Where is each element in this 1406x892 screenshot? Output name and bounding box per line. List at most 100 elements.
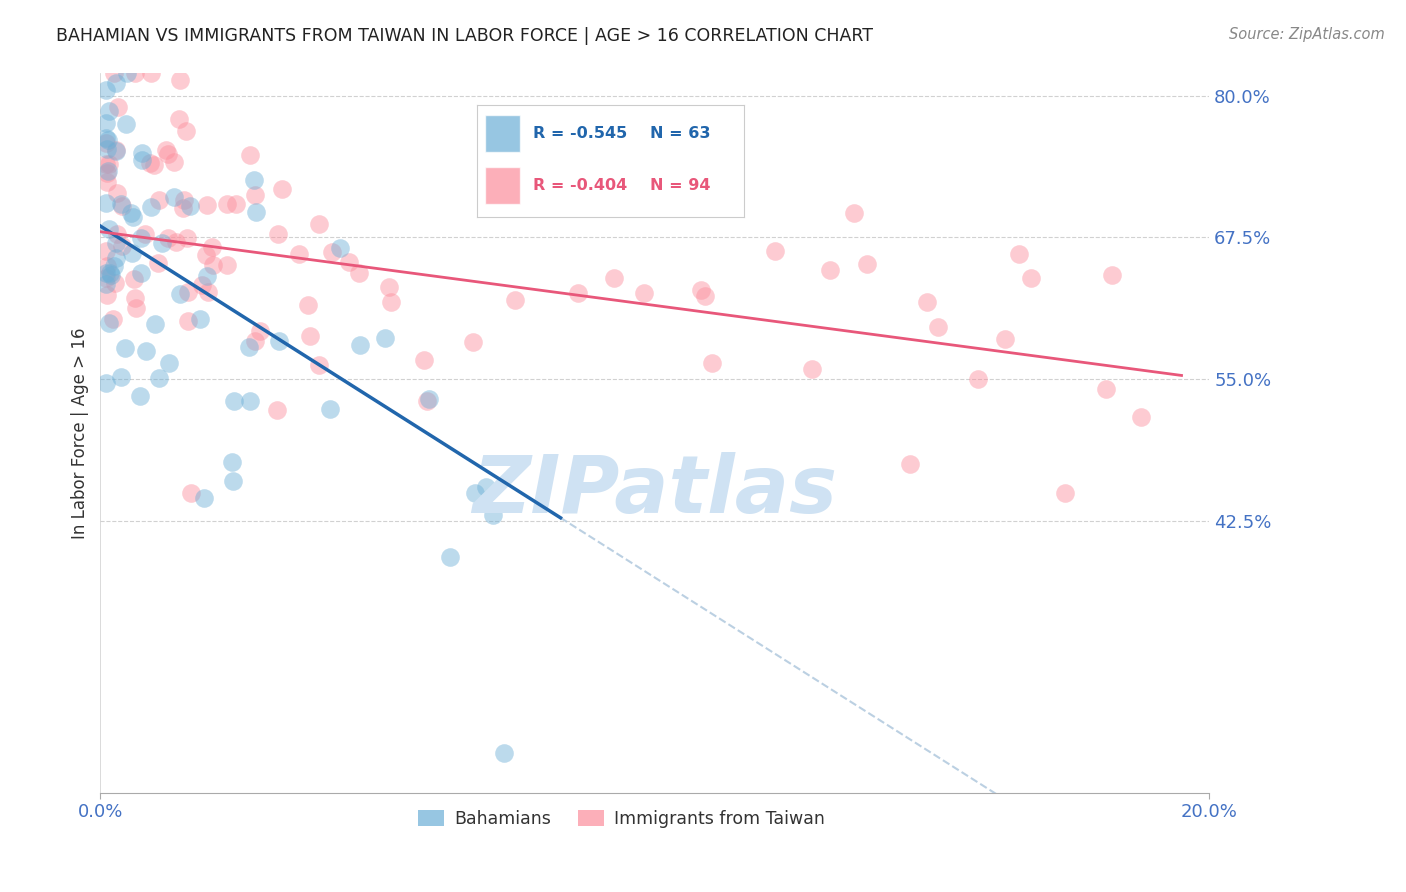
Point [603, 270, 626, 285]
Point [173, 193, 195, 207]
Point [101, 312, 124, 326]
Point [104, 277, 127, 291]
Point [120, 206, 142, 220]
Point [122, 210, 145, 224]
Point [239, 394, 262, 409]
Point [121, 245, 143, 260]
Point [179, 198, 201, 212]
Point [298, 329, 321, 343]
Point [225, 197, 247, 211]
Point [124, 291, 146, 305]
Point [169, 287, 191, 301]
Point [105, 144, 128, 158]
Point [104, 76, 127, 90]
Point [157, 231, 180, 245]
Point [994, 332, 1017, 346]
Point [190, 278, 212, 293]
Point [689, 283, 711, 297]
Point [139, 156, 162, 170]
Point [243, 173, 266, 187]
Point [439, 549, 461, 564]
Point [221, 455, 243, 469]
Point [98, 266, 121, 280]
Point [105, 186, 128, 200]
Point [195, 198, 218, 212]
Point [461, 334, 484, 349]
Text: Source: ZipAtlas.com: Source: ZipAtlas.com [1229, 27, 1385, 42]
Point [110, 197, 132, 211]
Point [180, 485, 202, 500]
Point [238, 339, 260, 353]
Point [115, 117, 138, 131]
Point [267, 334, 290, 348]
Point [174, 124, 197, 138]
Point [412, 353, 434, 368]
Point [104, 144, 127, 158]
Point [243, 188, 266, 202]
Point [267, 227, 290, 241]
Point [288, 247, 311, 261]
Point [1130, 409, 1153, 424]
Point [105, 251, 128, 265]
Point [124, 301, 146, 316]
Point [94, 271, 117, 285]
Point [169, 72, 191, 87]
Point [131, 146, 153, 161]
Point [319, 402, 342, 417]
Point [177, 314, 200, 328]
Point [94, 277, 117, 292]
Point [167, 112, 190, 127]
Point [134, 227, 156, 241]
Point [202, 259, 225, 273]
Point [195, 268, 218, 283]
Point [308, 358, 330, 372]
Point [176, 285, 198, 299]
Point [143, 158, 166, 172]
Point [104, 236, 127, 251]
Point [114, 341, 136, 355]
Point [129, 389, 152, 403]
Point [297, 298, 319, 312]
Point [215, 258, 238, 272]
Point [163, 155, 186, 169]
Point [494, 746, 516, 760]
Point [245, 334, 267, 349]
Point [96, 175, 118, 189]
Point [633, 286, 655, 301]
Point [321, 244, 343, 259]
Point [176, 230, 198, 244]
Point [844, 206, 866, 220]
Point [249, 324, 271, 338]
Point [239, 148, 262, 162]
Point [1094, 382, 1116, 396]
Point [94, 376, 117, 391]
Text: ZIPatlas: ZIPatlas [472, 451, 838, 530]
Point [567, 286, 589, 301]
Point [131, 153, 153, 168]
Point [481, 508, 503, 523]
Point [927, 320, 949, 334]
Point [98, 104, 121, 119]
Point [222, 474, 245, 488]
Point [129, 231, 152, 245]
Point [374, 331, 396, 345]
Point [94, 244, 117, 259]
Point [418, 392, 440, 406]
Point [148, 371, 170, 385]
Text: BAHAMIAN VS IMMIGRANTS FROM TAIWAN IN LABOR FORCE | AGE > 16 CORRELATION CHART: BAHAMIAN VS IMMIGRANTS FROM TAIWAN IN LA… [56, 27, 873, 45]
Point [201, 240, 224, 254]
Point [94, 136, 117, 151]
Point [1101, 268, 1123, 282]
Point [475, 480, 498, 494]
Point [107, 100, 129, 114]
Point [96, 287, 118, 301]
Point [100, 268, 122, 282]
Point [103, 259, 125, 273]
Point [97, 222, 120, 236]
Point [94, 156, 117, 170]
Point [129, 266, 152, 280]
Legend: Bahamians, Immigrants from Taiwan: Bahamians, Immigrants from Taiwan [411, 803, 832, 835]
Point [103, 66, 125, 80]
Point [148, 193, 170, 207]
Point [347, 266, 370, 280]
